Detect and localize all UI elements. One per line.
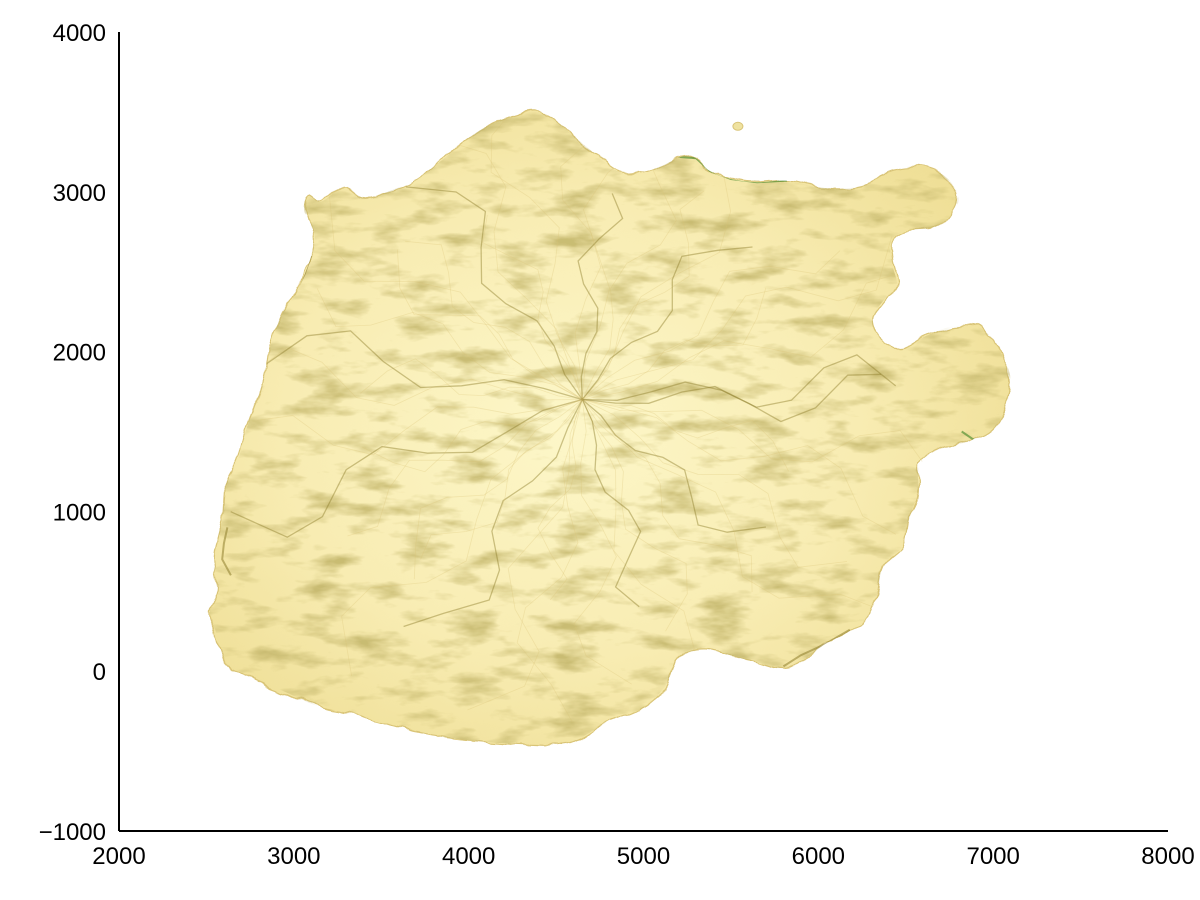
terrain-ridge <box>582 399 848 568</box>
terrain-ridge <box>397 249 583 400</box>
y-axis-ticks: −1000 0 1000 2000 3000 4000 <box>39 20 106 846</box>
x-tick-label: 7000 <box>966 843 1019 870</box>
terrain-ridge <box>581 399 642 608</box>
terrain-ridge <box>582 399 789 472</box>
terrain-ridge <box>573 399 632 685</box>
y-tick-label: 4000 <box>53 20 106 47</box>
terrain-ridge <box>316 288 583 400</box>
terrain-ridge <box>582 271 904 400</box>
terrain-raster <box>209 111 1012 746</box>
y-tick-label: 0 <box>93 659 106 686</box>
y-tick-label: 3000 <box>53 180 106 207</box>
terrain-ridge <box>560 111 624 400</box>
terrain-ridge <box>581 399 766 533</box>
terrain-ridge <box>490 111 583 400</box>
terrain-ridge <box>218 330 583 401</box>
x-tick-label: 5000 <box>617 843 670 870</box>
terrain-ridge <box>362 399 583 473</box>
terrain-ridge <box>360 358 583 400</box>
terrain-ridge <box>516 399 583 722</box>
terrain-ridge <box>582 399 897 535</box>
terrain-ridge <box>582 399 881 611</box>
terrain-ridge <box>577 193 624 400</box>
terrain-ridge <box>581 399 753 593</box>
terrain-ridge <box>403 399 583 628</box>
terrain-ridge <box>405 240 583 400</box>
terrain-ridge <box>405 186 583 400</box>
terrain-texture <box>209 111 1011 746</box>
terrain-ridge <box>243 347 583 406</box>
islets <box>732 121 744 131</box>
y-tick-label: 1000 <box>53 499 106 526</box>
terrain-ridge <box>582 287 767 400</box>
coastal-escarpment <box>221 527 232 576</box>
x-axis-ticks: 2000 3000 4000 5000 6000 7000 8000 <box>92 843 1194 870</box>
x-tick-label: 3000 <box>267 843 320 870</box>
coastal-escarpment <box>782 628 851 668</box>
terrain-ridge <box>582 250 841 400</box>
terrain-ridge <box>482 214 583 400</box>
terrain-ridge <box>413 399 583 580</box>
terrain-ridge <box>581 246 753 400</box>
terrain-ridge <box>582 373 882 423</box>
terrain-ridge <box>305 159 583 400</box>
terrain-ridge <box>230 398 583 538</box>
terrain-ridge <box>341 399 583 677</box>
y-tick-label: 2000 <box>53 340 106 367</box>
terrain-ridge <box>347 399 583 537</box>
x-tick-label: 6000 <box>792 843 845 870</box>
terrain-ridge <box>582 236 893 400</box>
terrain-ridge <box>581 150 677 400</box>
islet <box>732 121 744 131</box>
x-tick-label: 4000 <box>442 843 495 870</box>
axes: 2000 3000 4000 5000 6000 7000 8000 −1000 0 1000 2… <box>39 20 1195 870</box>
terrain-ridge <box>420 399 583 560</box>
x-tick-label: 2000 <box>92 843 145 870</box>
terrain-ridge <box>581 190 705 400</box>
x-tick-label: 8000 <box>1141 843 1194 870</box>
y-tick-label: −1000 <box>39 819 106 846</box>
terrain-ridge <box>581 399 688 632</box>
terrain-ridge <box>582 354 897 408</box>
terrain-ridge <box>467 399 583 711</box>
terrain-ridge <box>256 399 583 456</box>
terrain-ridge <box>537 399 583 601</box>
terrain-ridge <box>582 399 933 476</box>
